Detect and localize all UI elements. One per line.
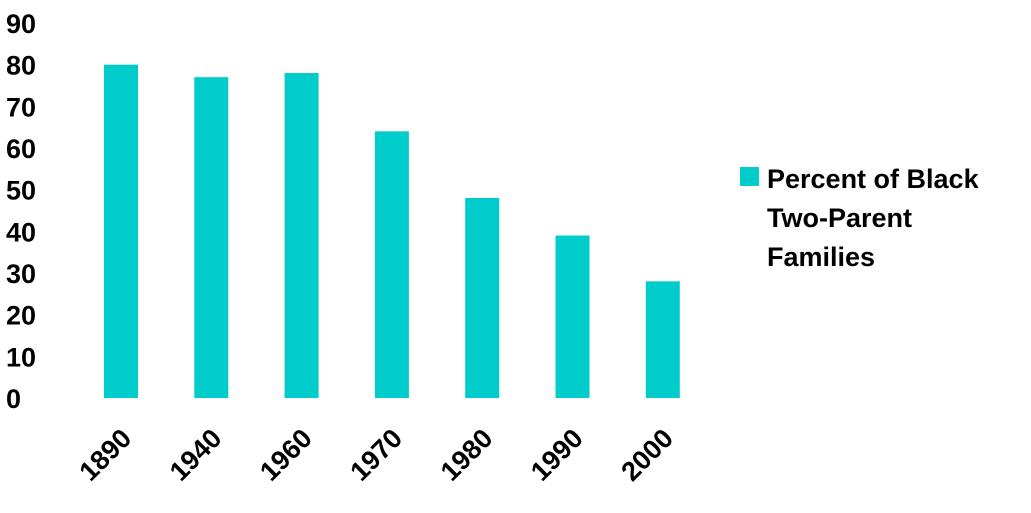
y-tick-label: 40: [6, 217, 36, 247]
bar-1890: [104, 64, 138, 399]
x-tick-label: 1980: [435, 423, 499, 487]
bar-1990: [555, 235, 590, 398]
x-tick-label: 1970: [344, 423, 408, 487]
bar-1970: [374, 131, 409, 399]
x-tick-label: 2000: [615, 423, 679, 487]
x-tick-label: 1890: [74, 423, 138, 487]
bar-series: [104, 64, 680, 399]
y-tick-label: 30: [6, 259, 36, 289]
bar-1940: [194, 77, 229, 399]
x-tick-label: 1940: [164, 423, 228, 487]
y-tick-label: 60: [6, 134, 36, 164]
x-tick-label: 1990: [525, 423, 589, 487]
y-tick-label: 0: [6, 384, 21, 414]
y-tick-label: 20: [6, 301, 36, 331]
bar-2000: [645, 281, 680, 398]
bar-1960: [284, 73, 319, 398]
y-tick-label: 90: [6, 9, 36, 39]
legend-label: Percent of Black Two-Parent Families: [767, 164, 979, 272]
y-tick-label: 70: [6, 92, 36, 122]
x-tick-label: 1960: [254, 423, 318, 487]
y-axis: 0 10 20 30 40 50 60 70 80 90: [6, 9, 36, 414]
legend-swatch: [740, 167, 759, 186]
y-tick-label: 10: [6, 342, 36, 372]
y-tick-label: 50: [6, 176, 36, 206]
x-axis: 1890 1940 1960 1970 1980 1990 2000: [74, 423, 679, 487]
y-tick-label: 80: [6, 51, 36, 81]
bar-1980: [465, 198, 500, 398]
